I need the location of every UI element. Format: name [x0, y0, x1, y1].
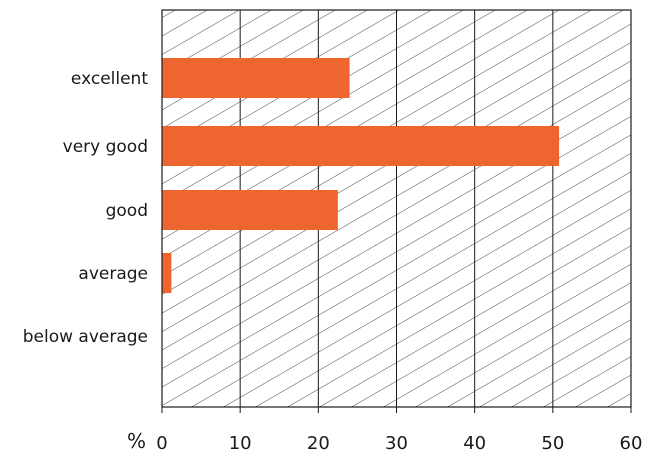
category-label-below-average: below average: [23, 327, 148, 347]
x-tick-label-2: 20: [307, 433, 330, 454]
x-unit-label: %: [127, 429, 146, 453]
x-tick-label-4: 40: [463, 433, 486, 454]
x-tick-label-5: 50: [541, 433, 564, 454]
bars: [162, 58, 560, 293]
bar-excellent: [162, 58, 350, 98]
category-label-average: average: [78, 264, 148, 284]
bar-average: [162, 253, 172, 293]
bar-very-good: [162, 126, 560, 166]
x-tick-label-6: 60: [620, 433, 643, 454]
x-tick-label-0: 0: [156, 433, 167, 454]
category-label-good: good: [106, 201, 148, 221]
x-tick-labels: 0 10 20 30 40 50 60: [156, 407, 642, 454]
category-labels: excellent very good good average below avera…: [23, 69, 149, 347]
category-label-very-good: very good: [63, 137, 148, 157]
category-label-excellent: excellent: [71, 69, 148, 89]
x-tick-label-1: 10: [229, 433, 252, 454]
x-tick-label-3: 30: [385, 433, 408, 454]
bar-good: [162, 190, 338, 230]
